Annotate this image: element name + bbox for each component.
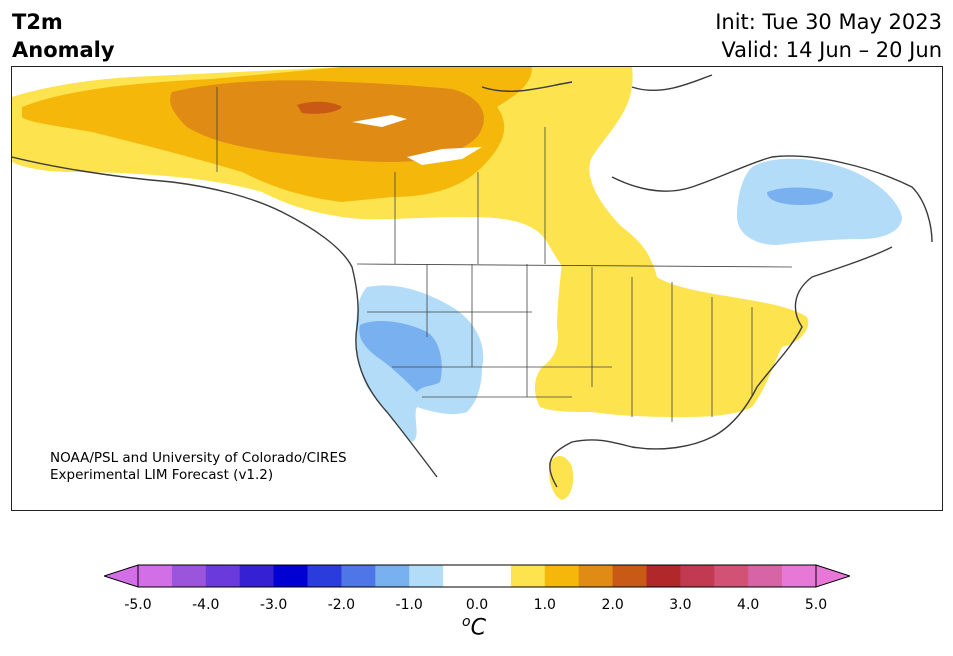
colorbar-tick-label: 2.0 bbox=[601, 597, 624, 613]
colorbar-swatch bbox=[680, 565, 715, 587]
colorbar-swatch bbox=[307, 565, 342, 587]
colorbar-svg bbox=[102, 564, 852, 588]
colorbar-swatch bbox=[782, 565, 817, 587]
colorbar-tick-label: -5.0 bbox=[124, 597, 152, 613]
colorbar-tick-label: -3.0 bbox=[259, 597, 288, 613]
colorbar-swatch bbox=[138, 565, 173, 587]
colorbar-swatch bbox=[341, 565, 376, 587]
init-date: Init: Tue 30 May 2023 bbox=[715, 10, 942, 34]
northwest-territories-hot bbox=[170, 80, 484, 162]
colorbar-extend-low bbox=[102, 564, 139, 588]
forecast-dates: Init: Tue 30 May 2023 Valid: 14 Jun – 20… bbox=[715, 8, 942, 64]
colorbar-swatch bbox=[443, 565, 478, 587]
credit-line-2: Experimental LIM Forecast (v1.2) bbox=[50, 467, 274, 483]
colorbar-tick-label: 1.0 bbox=[533, 597, 556, 613]
colorbar-swatch bbox=[748, 565, 783, 587]
unit-label: oC bbox=[462, 614, 486, 640]
colorbar-tick-label: -1.0 bbox=[395, 597, 423, 613]
title-line-2: Anomaly bbox=[12, 38, 115, 62]
quebec-cool-core bbox=[767, 187, 833, 205]
colorbar-swatch bbox=[578, 565, 614, 587]
valid-dates: Valid: 14 Jun – 20 Jun bbox=[721, 38, 942, 62]
colorbar bbox=[102, 563, 852, 593]
unit-celsius: C bbox=[470, 615, 486, 641]
colorbar-swatch bbox=[239, 565, 275, 587]
northwest-territories-hot-core bbox=[297, 101, 342, 114]
colorbar-swatch bbox=[646, 565, 681, 587]
colorbar-extend-high bbox=[815, 564, 852, 588]
colorbar-swatch bbox=[510, 565, 546, 587]
unit-degree: o bbox=[462, 614, 471, 630]
coastlines bbox=[12, 74, 933, 488]
colorbar-tick-label: 4.0 bbox=[737, 597, 760, 613]
colorbar-swatch bbox=[171, 565, 207, 587]
colorbar-tick-label: 5.0 bbox=[804, 597, 828, 613]
gulf-warm-patch bbox=[549, 455, 574, 500]
colorbar-tick-label: 3.0 bbox=[669, 597, 692, 613]
map-svg bbox=[12, 67, 933, 500]
colorbar-tick-label: 0.0 bbox=[465, 597, 489, 613]
colorbar-swatch bbox=[612, 565, 647, 587]
colorbar-swatch bbox=[409, 565, 444, 587]
lake-hole-2 bbox=[407, 147, 482, 165]
map-title: T2m Anomaly bbox=[12, 8, 115, 64]
credit-line-1: NOAA/PSL and University of Colorado/CIRE… bbox=[50, 450, 347, 466]
lake-hole-1 bbox=[352, 115, 407, 127]
colorbar-swatch bbox=[477, 565, 512, 587]
colorbar-tick-label: -4.0 bbox=[192, 597, 220, 613]
anomaly-map: NOAA/PSL and University of Colorado/CIRE… bbox=[11, 66, 943, 511]
colorbar-border bbox=[137, 564, 817, 588]
title-line-1: T2m bbox=[12, 10, 63, 34]
political-borders bbox=[216, 87, 793, 422]
colorbar-swatch bbox=[544, 565, 580, 587]
colorbar-swatch bbox=[714, 565, 749, 587]
colorbar-swatch bbox=[375, 565, 410, 587]
colorbar-tick-label: -2.0 bbox=[327, 597, 356, 613]
eastern-us-warm bbox=[534, 235, 809, 417]
colorbar-swatch bbox=[205, 565, 241, 587]
credit-text: NOAA/PSL and University of Colorado/CIRE… bbox=[50, 450, 347, 484]
california-nevada-cool-core bbox=[359, 321, 442, 392]
colorbar-swatch bbox=[273, 565, 308, 587]
